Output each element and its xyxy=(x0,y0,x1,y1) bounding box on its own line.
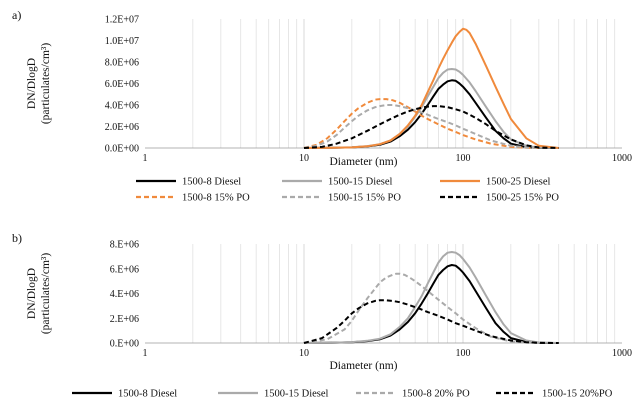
y-axis-title: DN/DlogD (particulates/cm³) xyxy=(26,43,52,125)
series-line-1500-8-15pct-po xyxy=(303,98,539,149)
x-tick-label: 1000 xyxy=(612,348,632,359)
series-line-1500-15-20pctpo xyxy=(303,299,559,344)
x-tick-label: 1 xyxy=(143,153,148,164)
legend-label: 1500-8 Diesel xyxy=(118,389,177,400)
series-line-1500-8-20pct-po xyxy=(303,272,539,344)
x-tick-label: 100 xyxy=(456,153,471,164)
y-tick-label: 8.0E+06 xyxy=(105,58,139,69)
y-tick-label: 1.2E+07 xyxy=(105,15,139,26)
y-tick-label: 0.0E+00 xyxy=(105,144,139,155)
y-tick-label: 6.E+06 xyxy=(110,264,139,275)
y-tick-label: 2.0E+06 xyxy=(105,122,139,133)
x-tick-label: 100 xyxy=(456,348,471,359)
x-tick-label: 1000 xyxy=(612,153,632,164)
x-axis-title: Diameter (nm) xyxy=(329,360,397,372)
series-line-1500-15-diesel xyxy=(303,251,559,344)
y-axis-title-line: DN/DlogD xyxy=(26,268,38,319)
chart-panel-b: 0.E+00 2.E+06 4.E+06 6.E+06 8.E+06 1 10 100 1000… xyxy=(12,231,632,400)
x-tick-label: 10 xyxy=(299,153,309,164)
legend-label: 1500-25 Diesel xyxy=(486,177,551,188)
chart-panel-a: 0.0E+00 2.0E+06 4.0E+06 6.0E+06 8.0E+06 1.0E+… xyxy=(12,8,632,204)
series-line-1500-25-diesel xyxy=(303,27,559,149)
legend-label: 1500-15 Diesel xyxy=(328,177,393,188)
y-tick-label: 2.E+06 xyxy=(110,314,139,325)
y-tick-label: 4.E+06 xyxy=(110,289,139,300)
y-tick-label: 6.0E+06 xyxy=(105,79,139,90)
x-axis-title: Diameter (nm) xyxy=(329,156,397,168)
panel-label: a) xyxy=(12,8,21,22)
legend-label: 1500-15 15% PO xyxy=(328,193,401,204)
legend-label: 1500-8 15% PO xyxy=(182,193,250,204)
legend-label: 1500-8 20% PO xyxy=(402,389,470,400)
y-axis-title-line: DN/DlogD xyxy=(26,58,38,109)
y-tick-label: 1.0E+07 xyxy=(105,36,139,47)
y-tick-label: 4.0E+06 xyxy=(105,101,139,112)
y-tick-label: 0.E+00 xyxy=(110,339,139,350)
legend-label: 1500-15 20%PO xyxy=(542,389,613,400)
series-line-1500-15-15pct-po xyxy=(303,104,539,149)
legend-label: 1500-25 15% PO xyxy=(486,193,559,204)
x-tick-label: 10 xyxy=(299,348,309,359)
panel-label: b) xyxy=(12,231,22,245)
y-axis-title-line: (particulates/cm³) xyxy=(40,43,52,125)
series-line-1500-25-15pct-po xyxy=(303,105,559,149)
y-tick-label: 8.E+06 xyxy=(110,240,139,251)
y-axis-title-line: (particulates/cm³) xyxy=(40,253,52,335)
series-line-1500-15-diesel xyxy=(303,68,559,149)
y-axis-title: DN/DlogD (particulates/cm³) xyxy=(26,253,52,335)
x-tick-label: 1 xyxy=(143,348,148,359)
legend-label: 1500-8 Diesel xyxy=(182,177,241,188)
legend-label: 1500-15 Diesel xyxy=(264,389,329,400)
